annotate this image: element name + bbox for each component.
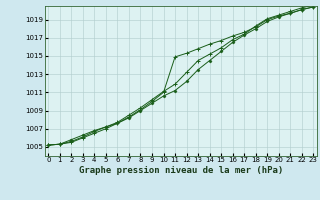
X-axis label: Graphe pression niveau de la mer (hPa): Graphe pression niveau de la mer (hPa) xyxy=(79,166,283,175)
